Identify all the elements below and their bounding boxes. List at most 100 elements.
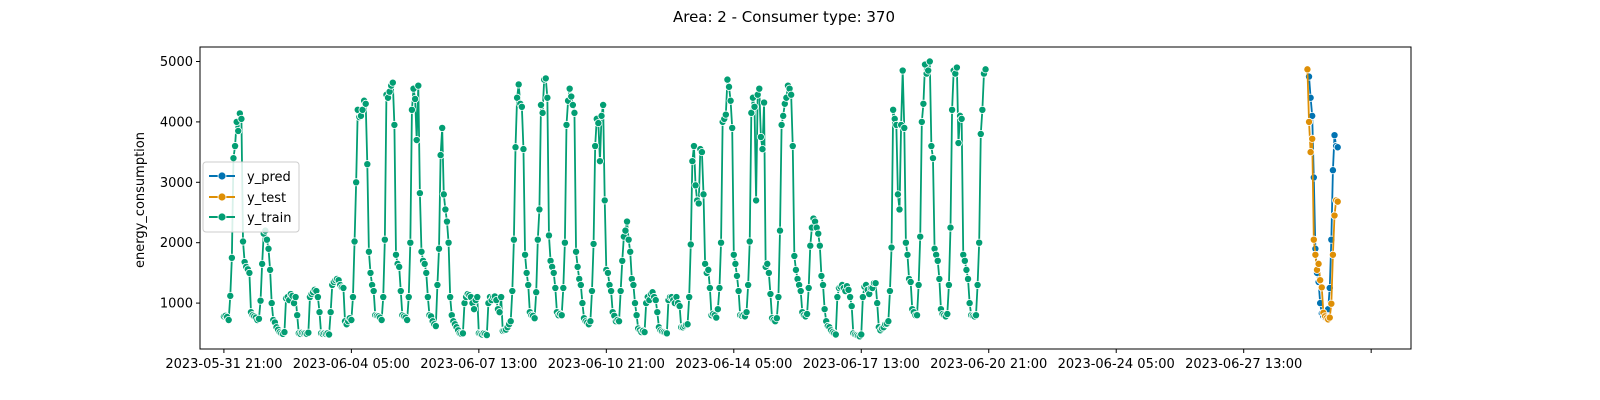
data-point-y-train: [927, 142, 936, 151]
data-point-y-train: [972, 311, 981, 320]
data-point-y-train: [364, 247, 373, 256]
data-point-y-train: [933, 256, 942, 265]
data-point-y-train: [615, 317, 624, 326]
data-point-y-train: [725, 82, 734, 91]
data-point-y-train: [691, 181, 700, 190]
data-point-y-train: [885, 287, 894, 296]
data-point-y-test: [1333, 197, 1342, 206]
data-point-y-train: [436, 151, 445, 160]
x-tick-label: 2023-05-31 21:00: [165, 357, 282, 372]
data-point-y-train: [916, 232, 925, 241]
data-point-y-train: [396, 287, 405, 296]
data-point-y-train: [919, 99, 928, 108]
data-point-y-train: [264, 244, 273, 253]
data-point-y-test: [1308, 134, 1317, 143]
data-point-y-train: [954, 139, 963, 148]
data-point-y-train: [304, 328, 313, 337]
data-point-y-train: [726, 96, 735, 105]
data-point-y-train: [683, 320, 692, 329]
data-point-y-train: [846, 293, 855, 302]
data-point-y-train: [361, 99, 370, 108]
data-point-y-train: [957, 114, 966, 123]
data-point-y-train: [431, 322, 440, 331]
data-point-y-train: [779, 111, 788, 120]
data-point-y-train: [417, 247, 426, 256]
data-point-y-train: [626, 247, 635, 256]
data-point-y-train: [414, 81, 423, 90]
data-point-y-train: [379, 293, 388, 302]
data-point-y-train: [721, 110, 730, 119]
data-point-y-train: [407, 105, 416, 114]
data-point-y-pred: [1330, 131, 1339, 140]
data-point-y-train: [446, 293, 455, 302]
data-point-y-train: [570, 108, 579, 117]
data-point-y-train: [258, 259, 267, 268]
data-point-y-train: [266, 265, 275, 274]
data-point-y-train: [403, 316, 412, 325]
data-point-y-train: [616, 287, 625, 296]
data-point-y-train: [964, 274, 973, 283]
data-point-y-train: [621, 226, 630, 235]
data-point-y-train: [358, 105, 367, 114]
data-point-y-train: [699, 190, 708, 199]
data-point-y-train: [522, 268, 531, 277]
data-point-y-pred: [1309, 173, 1318, 182]
series-layer: [219, 57, 1342, 341]
data-point-y-train: [589, 239, 598, 248]
data-point-y-train: [254, 314, 263, 323]
legend-label-y-train: y_train: [247, 211, 291, 226]
data-point-y-train: [640, 328, 649, 337]
tick-layer: 1000 2000 3000 4000 5000 2023-05-31 21:00 2023…: [160, 55, 1372, 372]
data-point-y-train: [763, 259, 772, 268]
data-point-y-train: [814, 229, 823, 238]
data-point-y-train: [847, 302, 856, 311]
y-tick-label: 2000: [160, 236, 193, 251]
data-point-y-train: [803, 309, 812, 318]
data-point-y-test: [1328, 250, 1337, 259]
data-point-y-train: [858, 293, 867, 302]
y-axis-label: energy_consumption: [133, 132, 148, 268]
data-point-y-train: [924, 66, 933, 75]
data-point-y-train: [914, 280, 923, 289]
data-point-y-train: [975, 238, 984, 247]
data-point-y-train: [651, 296, 660, 305]
data-point-y-train: [844, 285, 853, 294]
data-point-y-train: [806, 241, 815, 250]
data-point-y-test: [1330, 211, 1339, 220]
data-point-y-train: [603, 268, 612, 277]
data-point-y-train: [756, 132, 765, 141]
data-point-y-train: [607, 287, 616, 296]
data-point-y-pred: [1333, 143, 1342, 152]
data-point-y-train: [732, 271, 741, 280]
data-point-y-train: [369, 287, 378, 296]
data-point-y-train: [420, 259, 429, 268]
data-point-y-train: [747, 108, 756, 117]
data-point-y-train: [395, 262, 404, 271]
data-point-y-train: [390, 120, 399, 129]
data-point-y-train: [705, 283, 714, 292]
data-point-y-train: [291, 293, 300, 302]
data-point-y-train: [562, 120, 571, 129]
plot-frame: [199, 46, 1412, 350]
data-point-y-train: [675, 302, 684, 311]
data-point-y-train: [234, 126, 243, 135]
data-point-y-train: [624, 235, 633, 244]
data-point-y-test: [1309, 235, 1318, 244]
data-point-y-train: [632, 311, 641, 320]
data-point-y-train: [227, 253, 236, 262]
data-point-y-train: [578, 299, 587, 308]
data-point-y-train: [599, 100, 608, 109]
legend-label-y-test: y_test: [247, 191, 286, 206]
data-point-y-test: [1314, 259, 1323, 268]
data-point-y-train: [688, 157, 697, 166]
data-point-y-train: [514, 80, 523, 89]
data-point-y-train: [766, 290, 775, 299]
data-point-y-train: [591, 142, 600, 151]
data-point-y-train: [978, 105, 987, 114]
data-point-y-train: [352, 178, 361, 187]
data-point-y-test: [1303, 65, 1312, 74]
data-point-y-train: [618, 256, 627, 265]
data-point-y-train: [946, 223, 955, 232]
data-point-y-train: [532, 288, 541, 297]
data-point-y-train: [776, 226, 785, 235]
